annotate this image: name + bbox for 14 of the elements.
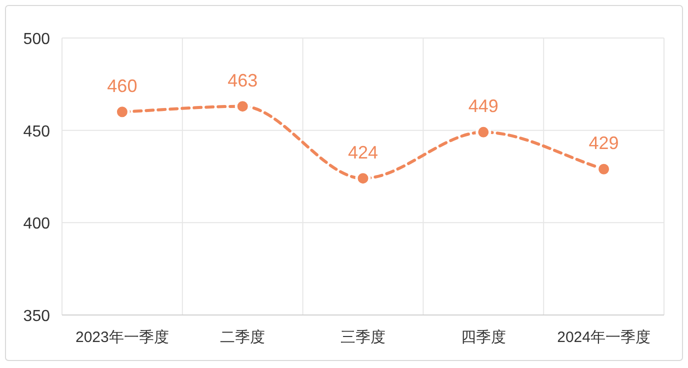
x-tick-label: 四季度 [460,329,506,346]
x-tick-label: 三季度 [340,329,386,346]
data-label: 424 [348,142,378,162]
data-label: 449 [468,96,498,116]
y-tick-label: 500 [23,31,50,48]
data-label: 460 [107,76,138,96]
y-tick-label: 450 [23,123,50,140]
x-tick-label: 二季度 [220,329,266,346]
data-label: 463 [228,70,258,90]
y-tick-label: 350 [23,308,50,325]
data-label: 429 [588,133,619,154]
x-tick-label: 2024年一季度 [557,329,650,346]
x-tick-label: 2023年一季度 [76,329,169,346]
y-tick-label: 400 [23,216,50,233]
